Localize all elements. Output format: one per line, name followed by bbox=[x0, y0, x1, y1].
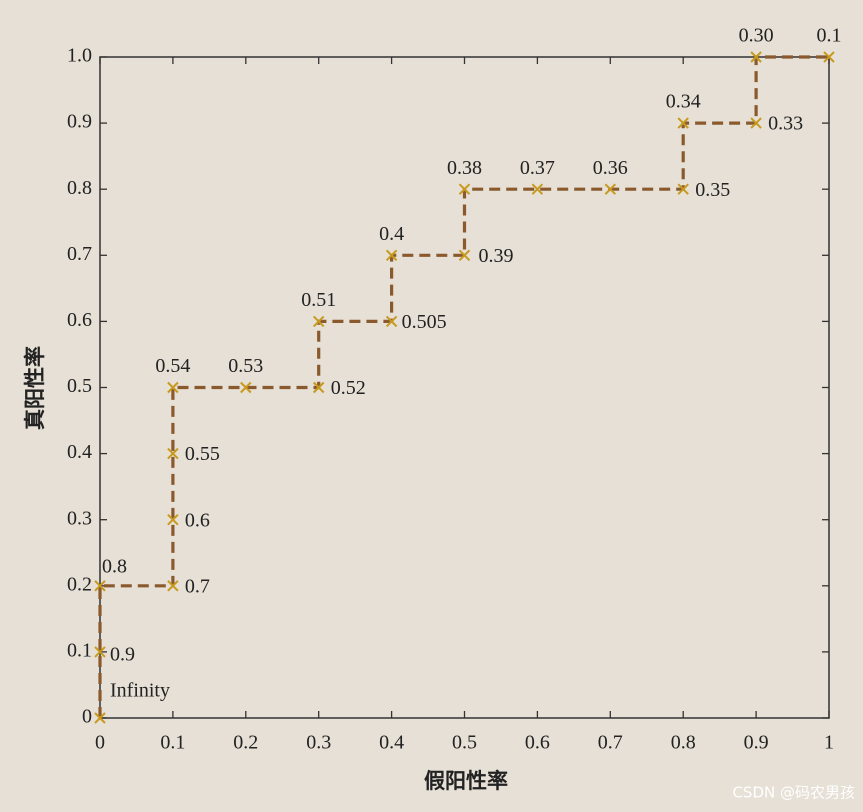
point-label: 0.39 bbox=[479, 245, 514, 267]
y-axis-label: 真阳性率 bbox=[23, 346, 47, 430]
point-label: 0.55 bbox=[185, 443, 220, 465]
point-marker bbox=[312, 381, 325, 394]
x-tick-label: 0.6 bbox=[525, 732, 550, 754]
point-marker bbox=[823, 51, 835, 63]
point-label: 0.6 bbox=[185, 509, 210, 531]
point-marker bbox=[94, 580, 106, 592]
point-marker bbox=[458, 183, 471, 195]
y-tick-label: 0 bbox=[82, 706, 92, 728]
point-label: 0.53 bbox=[228, 355, 263, 377]
point-label: 0.35 bbox=[695, 179, 730, 201]
point-marker bbox=[167, 580, 179, 592]
point-label: 0.52 bbox=[331, 377, 366, 399]
y-tick-label: 0.4 bbox=[67, 441, 92, 463]
y-tick-label: 1.0 bbox=[67, 45, 92, 67]
x-tick-label: 0.4 bbox=[379, 732, 404, 754]
point-marker bbox=[94, 712, 106, 724]
point-label: 0.33 bbox=[768, 113, 803, 135]
point-label: 0.38 bbox=[447, 157, 482, 179]
point-marker bbox=[750, 117, 762, 129]
point-label: 0.9 bbox=[110, 643, 135, 665]
x-tick-label: 0.1 bbox=[160, 732, 185, 754]
y-tick-label: 0.3 bbox=[67, 507, 92, 529]
point-label: 0.34 bbox=[666, 91, 701, 113]
x-tick-label: 0.7 bbox=[598, 732, 623, 754]
point-label: 0.505 bbox=[402, 311, 447, 333]
y-tick-label: 0.1 bbox=[67, 639, 92, 661]
point-marker bbox=[167, 381, 179, 394]
point-marker bbox=[385, 315, 398, 328]
x-tick-label: 0.5 bbox=[452, 732, 477, 754]
x-tick-label: 0.2 bbox=[233, 732, 258, 754]
point-marker bbox=[531, 183, 544, 195]
y-tick-label: 0.7 bbox=[67, 243, 92, 265]
y-tick-label: 0.9 bbox=[67, 111, 92, 133]
x-axis-label: 假阳性率 bbox=[424, 769, 508, 793]
point-label: 0.36 bbox=[593, 157, 628, 179]
x-tick-label: 0 bbox=[95, 732, 105, 754]
point-marker bbox=[312, 315, 325, 328]
point-marker bbox=[385, 249, 398, 262]
point-marker bbox=[458, 249, 471, 262]
point-label: 0.1 bbox=[817, 25, 842, 47]
watermark: CSDN @码农男孩 bbox=[732, 784, 855, 802]
x-tick-label: 0.8 bbox=[671, 732, 696, 754]
point-marker bbox=[240, 381, 252, 394]
point-marker bbox=[677, 183, 689, 195]
point-marker bbox=[750, 51, 762, 63]
y-tick-label: 0.5 bbox=[67, 375, 92, 397]
point-label: 0.54 bbox=[155, 355, 190, 377]
x-tick-label: 1 bbox=[824, 732, 834, 754]
y-tick-label: 0.2 bbox=[67, 573, 92, 595]
point-marker bbox=[167, 447, 179, 460]
point-label: Infinity bbox=[110, 680, 170, 702]
point-marker bbox=[167, 513, 179, 526]
x-tick-label: 0.9 bbox=[744, 732, 769, 754]
point-label: 0.30 bbox=[739, 25, 774, 47]
point-marker bbox=[94, 646, 106, 658]
x-tick-label: 0.3 bbox=[306, 732, 331, 754]
point-marker bbox=[604, 183, 617, 195]
point-label: 0.51 bbox=[301, 289, 336, 311]
point-label: 0.37 bbox=[520, 157, 555, 179]
point-label: 0.4 bbox=[379, 223, 404, 245]
point-label: 0.7 bbox=[185, 575, 210, 597]
y-tick-label: 0.8 bbox=[67, 177, 92, 199]
y-tick-label: 0.6 bbox=[67, 309, 92, 331]
point-marker bbox=[677, 117, 689, 129]
point-label: 0.8 bbox=[102, 555, 127, 577]
